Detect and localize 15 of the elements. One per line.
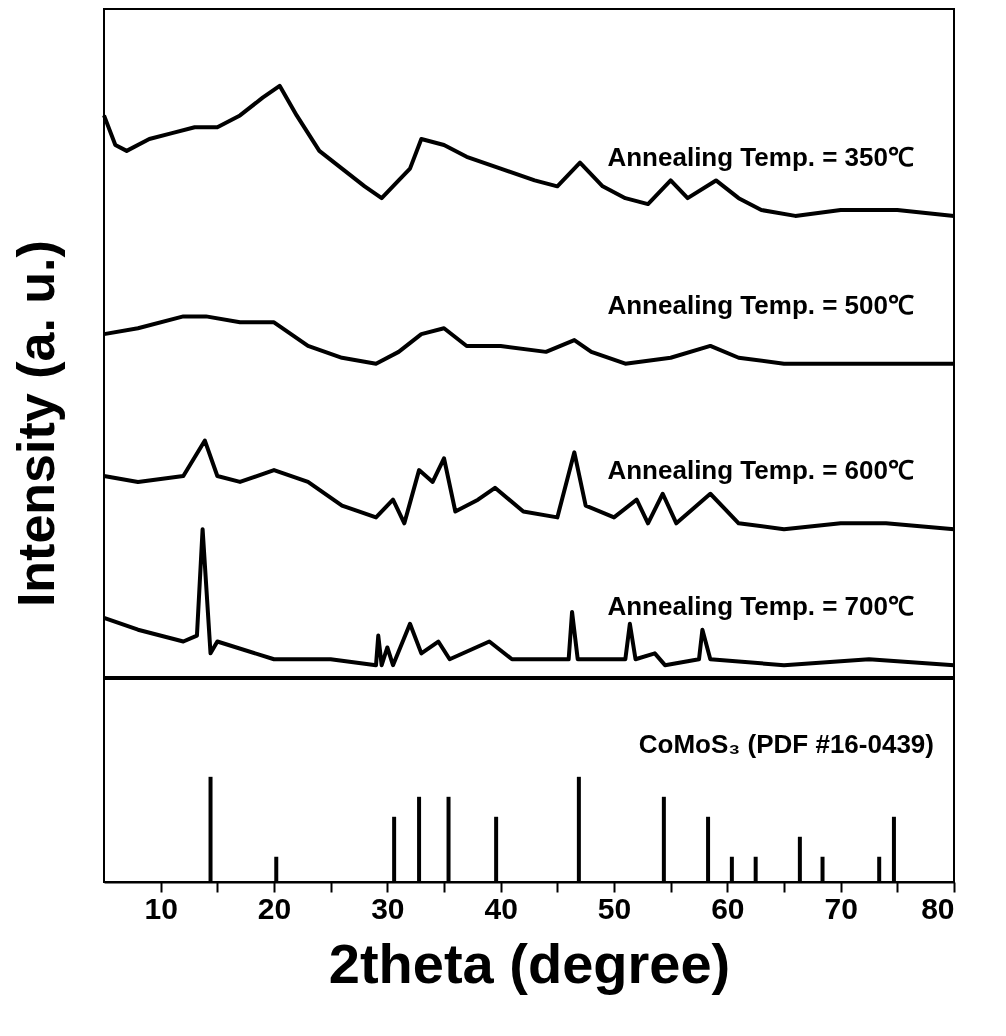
series-label: Annealing Temp. = 500℃ <box>607 289 914 320</box>
series-label: Annealing Temp. = 700℃ <box>607 591 914 622</box>
y-axis-title: Intensity (a. u.) <box>6 240 65 608</box>
x-tick-label: 50 <box>597 891 632 925</box>
x-tick-label: 60 <box>711 891 745 925</box>
x-tick-label: 10 <box>144 891 178 925</box>
x-tick-label: 30 <box>371 891 405 925</box>
x-tick-label: 80 <box>921 891 955 925</box>
x-tick-label: 20 <box>257 891 292 925</box>
x-axis-title: 2theta (degree) <box>328 931 731 995</box>
series-label: Annealing Temp. = 350℃ <box>607 141 914 172</box>
series-label: CoMoS₃ (PDF #16-0439) <box>638 728 934 759</box>
series-label: Annealing Temp. = 600℃ <box>607 455 914 486</box>
x-tick-label: 70 <box>824 891 858 925</box>
x-tick-label: 40 <box>484 891 518 925</box>
